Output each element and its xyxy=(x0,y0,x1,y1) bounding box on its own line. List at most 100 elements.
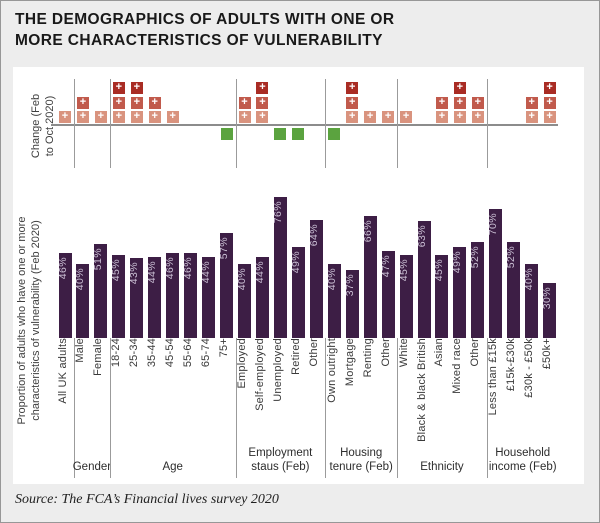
bar xyxy=(417,221,431,338)
change-increase-icon: + xyxy=(76,96,89,109)
bar-value-label: 64% xyxy=(307,223,320,246)
bar-value-label: 44% xyxy=(253,260,266,283)
bar xyxy=(489,208,503,338)
change-increase-icon: + xyxy=(112,111,125,123)
group-divider xyxy=(397,338,399,478)
category-label: 25-34 xyxy=(128,338,141,368)
bar xyxy=(166,252,180,338)
group-label: Employment staus (Feb) xyxy=(248,447,313,473)
group-divider xyxy=(235,79,237,168)
change-increase-icon: + xyxy=(471,96,484,109)
change-increase-icon: + xyxy=(435,96,448,109)
group-divider xyxy=(325,338,327,478)
bar-value-label: 45% xyxy=(110,258,123,281)
change-increase-icon: + xyxy=(525,96,538,109)
bar-value-label: 66% xyxy=(361,219,374,243)
category-label: Other xyxy=(469,338,482,367)
change-baseline xyxy=(51,124,558,126)
change-increase-icon: + xyxy=(130,82,143,94)
change-increase-icon: + xyxy=(543,96,556,109)
category-label: Own outright xyxy=(325,338,338,403)
change-increase-icon: + xyxy=(166,111,179,123)
bar-value-label: 49% xyxy=(451,251,464,274)
source-note: Source: The FCA’s Financial lives survey… xyxy=(15,492,279,507)
change-increase-icon: + xyxy=(112,96,125,109)
category-label: Self-employed xyxy=(253,338,266,411)
bar xyxy=(273,197,287,338)
category-label: Mortgage xyxy=(343,338,356,387)
change-increase-icon: + xyxy=(59,111,71,123)
bar xyxy=(220,232,234,338)
change-increase-icon: + xyxy=(453,111,466,123)
change-increase-icon: + xyxy=(148,111,161,123)
bar xyxy=(255,256,269,338)
change-increase-icon: + xyxy=(453,96,466,109)
bar xyxy=(327,264,341,338)
bar-value-label: 49% xyxy=(289,251,302,274)
bar xyxy=(381,251,395,338)
category-label: Retired xyxy=(289,338,302,375)
category-label: £15k-£30k xyxy=(505,338,518,392)
group-label: Age xyxy=(162,461,183,473)
bar-value-label: 40% xyxy=(325,268,338,291)
category-label: 65-74 xyxy=(200,338,213,368)
group-divider xyxy=(109,79,111,168)
change-increase-icon: + xyxy=(543,111,556,123)
category-label: £50k+ xyxy=(541,338,554,370)
bar-value-label: 57% xyxy=(218,236,231,259)
bar xyxy=(238,264,251,338)
change-increase-icon: + xyxy=(346,111,359,123)
bar xyxy=(435,254,449,338)
category-label: 55-64 xyxy=(182,338,195,368)
category-label: Other xyxy=(307,338,320,367)
change-increase-icon: + xyxy=(256,82,269,94)
category-label: White xyxy=(397,338,410,368)
chart-title: THE DEMOGRAPHICS OF ADULTS WITH ONE OR M… xyxy=(15,11,395,49)
group-label: Gender xyxy=(72,461,112,473)
change-increase-icon: + xyxy=(112,82,125,94)
bar xyxy=(507,241,521,338)
bar-value-label: 45% xyxy=(397,258,410,281)
group-divider xyxy=(73,79,75,168)
change-increase-icon: + xyxy=(256,96,269,109)
category-label: 35-44 xyxy=(146,338,159,368)
bar xyxy=(184,252,198,338)
category-label: 45-54 xyxy=(164,338,177,368)
category-label: Male xyxy=(74,338,87,363)
group-divider xyxy=(109,338,111,478)
bar-value-label: 51% xyxy=(92,247,105,270)
bar-value-label: 70% xyxy=(487,212,500,235)
bar-value-label: 40% xyxy=(74,268,87,291)
change-decrease-icon xyxy=(292,128,305,140)
bar xyxy=(399,254,413,338)
bar xyxy=(94,243,108,338)
category-label: Less than £15k xyxy=(487,338,500,416)
group-divider xyxy=(397,79,399,168)
bar xyxy=(202,256,216,338)
bar xyxy=(525,264,539,338)
category-label: Unemployed xyxy=(271,338,284,402)
bar-value-label: 40% xyxy=(523,268,536,291)
bar-value-label: 40% xyxy=(236,268,248,291)
bar xyxy=(130,258,144,338)
change-increase-icon: + xyxy=(148,96,161,109)
bar xyxy=(291,247,305,338)
group-divider xyxy=(235,338,237,478)
category-label: 18-24 xyxy=(110,338,123,368)
bar xyxy=(453,247,467,338)
change-decrease-icon xyxy=(328,128,341,140)
bar-value-label: 46% xyxy=(164,256,177,280)
change-increase-icon: + xyxy=(256,111,269,123)
bar xyxy=(148,256,162,338)
bar xyxy=(471,241,485,338)
bar xyxy=(363,215,377,338)
change-increase-icon: + xyxy=(382,111,395,123)
bar xyxy=(112,254,126,338)
category-label: Mixed race xyxy=(451,338,464,394)
change-increase-icon: + xyxy=(238,111,251,123)
bar xyxy=(76,264,90,338)
category-label: Employed xyxy=(236,338,248,389)
bar-value-label: 43% xyxy=(128,262,141,285)
category-label: 75+ xyxy=(218,338,231,358)
